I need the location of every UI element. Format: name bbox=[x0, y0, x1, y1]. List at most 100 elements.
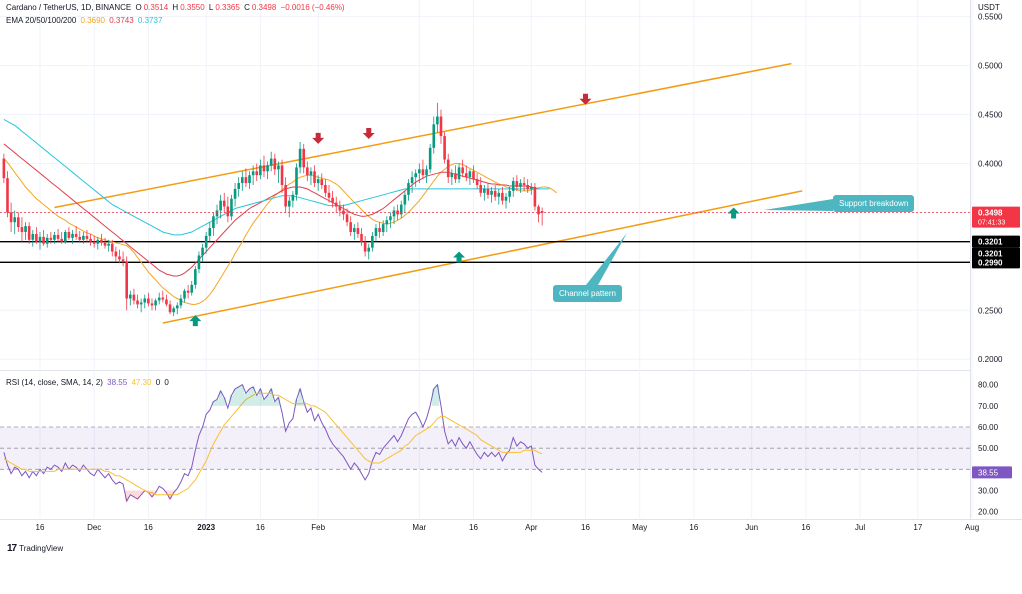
tradingview-watermark[interactable]: 17 TradingView bbox=[7, 543, 63, 554]
time-tick-label: 16 bbox=[689, 523, 698, 532]
candle-body bbox=[374, 228, 378, 236]
candle bbox=[63, 230, 67, 244]
rsi-oversold-fill bbox=[164, 490, 169, 493]
rsi-overbought-fill bbox=[222, 397, 227, 406]
candle bbox=[457, 163, 461, 184]
candle bbox=[371, 231, 374, 252]
current-price-tag: 0.3498 bbox=[978, 209, 1003, 218]
candle bbox=[121, 251, 125, 267]
candle bbox=[360, 228, 363, 246]
candle bbox=[255, 163, 259, 182]
rsi-tick-label: 80.00 bbox=[978, 381, 999, 390]
candle-body bbox=[316, 179, 320, 184]
candle bbox=[414, 169, 417, 187]
candle-body bbox=[515, 181, 519, 187]
level-tag-1: 0.2990 bbox=[978, 258, 1003, 267]
candle-body bbox=[27, 226, 31, 240]
candle-body bbox=[49, 237, 53, 240]
candle-body bbox=[60, 238, 63, 242]
candle-body bbox=[74, 233, 78, 237]
candle bbox=[107, 239, 110, 252]
candle bbox=[139, 298, 143, 313]
channel-pattern-pointer bbox=[586, 233, 627, 285]
candle-body bbox=[161, 297, 165, 300]
candle bbox=[175, 302, 179, 315]
candle-body bbox=[457, 167, 461, 180]
candle-body bbox=[464, 173, 468, 178]
rsi-value-tag-bg bbox=[972, 466, 1012, 479]
candle-body bbox=[222, 200, 226, 207]
candle bbox=[302, 143, 306, 174]
candle bbox=[20, 217, 24, 242]
candle-body bbox=[251, 171, 255, 176]
candle bbox=[374, 224, 378, 242]
candle bbox=[287, 196, 291, 218]
chart-legend: Cardano / TetherUS, 1D, BINANCE O 0.3514 … bbox=[6, 3, 347, 12]
candle-body bbox=[504, 196, 508, 201]
candle bbox=[428, 143, 432, 174]
candle bbox=[125, 256, 128, 311]
candle bbox=[172, 306, 175, 317]
level-tag-1-bg bbox=[972, 256, 1020, 269]
candle-body bbox=[121, 259, 125, 262]
candle-body bbox=[490, 190, 493, 195]
candle bbox=[194, 266, 197, 289]
rsi-overbought-fill bbox=[431, 388, 436, 406]
candle-body bbox=[183, 290, 186, 299]
candle-body bbox=[179, 298, 183, 306]
candle bbox=[60, 231, 63, 244]
candle-body bbox=[493, 190, 497, 197]
candle-body bbox=[403, 194, 407, 205]
candle bbox=[298, 141, 302, 174]
candle bbox=[334, 196, 338, 213]
candle bbox=[378, 222, 381, 238]
candle bbox=[519, 179, 522, 193]
candle bbox=[389, 212, 392, 229]
candle bbox=[215, 204, 219, 225]
rsi-oversold-fill bbox=[132, 490, 136, 497]
ema-line-100 bbox=[3, 118, 550, 236]
candle-body bbox=[371, 235, 374, 248]
candle-body bbox=[367, 247, 371, 252]
candle-body bbox=[522, 183, 526, 186]
candle bbox=[129, 290, 132, 306]
candle-body bbox=[215, 210, 219, 217]
rsi-overbought-fill bbox=[229, 395, 234, 406]
time-tick-label: Jun bbox=[745, 523, 758, 532]
candle bbox=[352, 224, 356, 240]
candle bbox=[136, 294, 139, 309]
candle-body bbox=[428, 147, 432, 170]
rsi-oversold-fill bbox=[150, 490, 154, 497]
candle-body bbox=[233, 188, 237, 199]
candle-body bbox=[17, 217, 20, 228]
candle-body bbox=[468, 171, 472, 178]
candle bbox=[432, 116, 436, 154]
candle-body bbox=[56, 234, 60, 239]
candle bbox=[446, 153, 450, 184]
candle bbox=[45, 233, 49, 248]
candle bbox=[154, 298, 157, 311]
low-value: 0.3365 bbox=[215, 3, 240, 12]
candle bbox=[342, 204, 345, 221]
candle-body bbox=[378, 228, 381, 232]
candle bbox=[165, 294, 168, 307]
time-tick-label: 16 bbox=[256, 523, 265, 532]
candle-body bbox=[475, 179, 479, 186]
candle bbox=[486, 183, 490, 199]
candle bbox=[450, 169, 454, 186]
time-tick-label: 16 bbox=[144, 523, 153, 532]
candle bbox=[201, 243, 204, 262]
candle-body bbox=[450, 173, 454, 178]
rsi-tick-label: 20.00 bbox=[978, 508, 999, 517]
rsi-overbought-fill bbox=[211, 401, 216, 406]
candle bbox=[309, 167, 313, 186]
candle-body bbox=[139, 302, 143, 305]
rsi-label: RSI (14, close, SMA, 14, 2) bbox=[6, 378, 103, 387]
candle-body bbox=[172, 308, 175, 313]
candle bbox=[421, 159, 425, 180]
rsi-oversold-fill bbox=[128, 490, 133, 495]
candle bbox=[439, 109, 443, 144]
open-value: 0.3514 bbox=[143, 3, 169, 12]
candle bbox=[100, 233, 103, 246]
